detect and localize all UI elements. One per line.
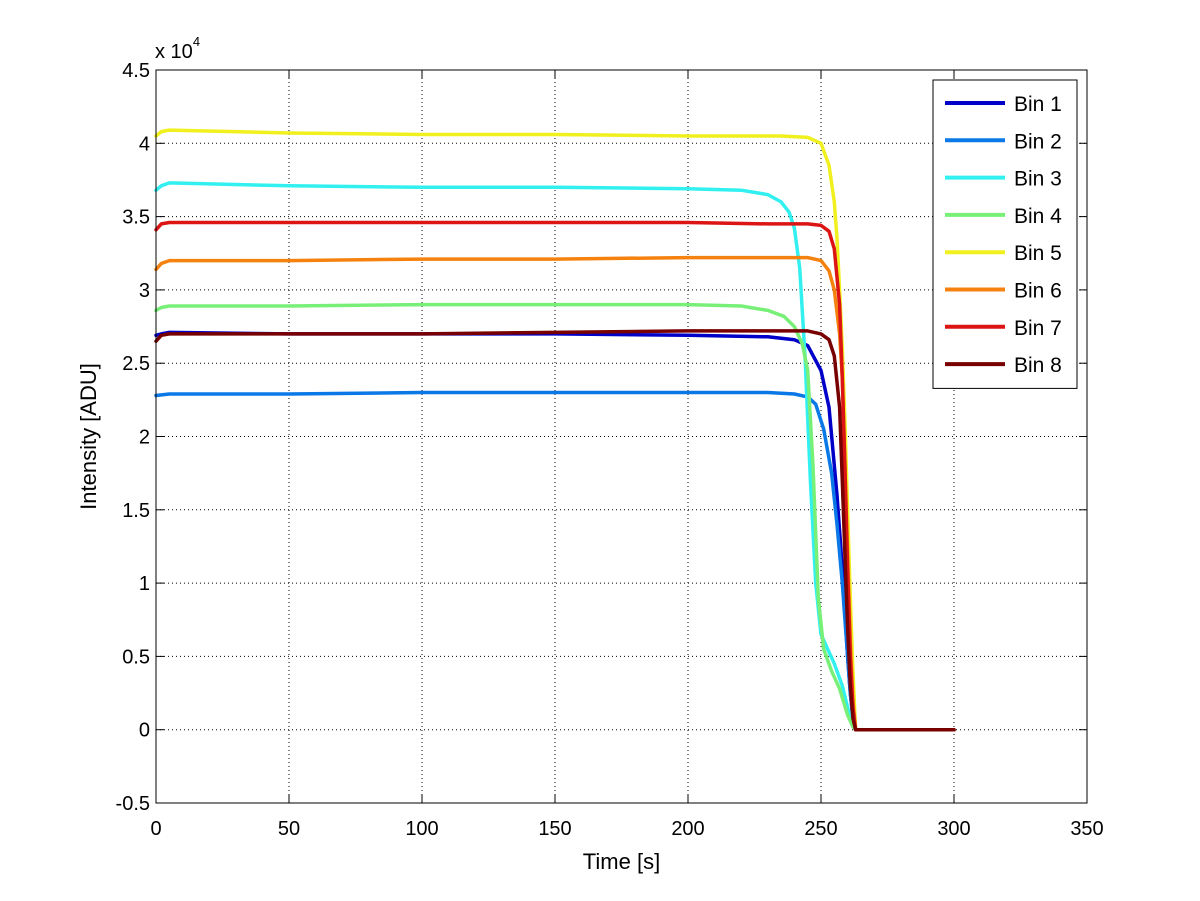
x-tick-label: 0 [150, 818, 161, 840]
series-line-3 [154, 181, 956, 732]
legend-label: Bin 3 [1014, 168, 1062, 191]
y-axis-multiplier: x 104 [155, 34, 200, 63]
series-line-8 [154, 329, 956, 732]
x-tick-label: 100 [405, 818, 438, 840]
series-lines [154, 128, 956, 732]
y-tick-label: 1 [139, 573, 150, 595]
x-tick-label: 150 [538, 818, 571, 840]
legend-label: Bin 2 [1014, 130, 1062, 153]
y-multiplier-base: x 10 [155, 41, 193, 63]
legend-label: Bin 6 [1014, 280, 1062, 303]
y-tick-label: 4.5 [122, 60, 150, 82]
legend-label: Bin 1 [1014, 93, 1062, 116]
y-tick-label: 4 [139, 133, 150, 155]
x-tick-label: 350 [1070, 818, 1103, 840]
series-line-5 [154, 128, 956, 732]
legend-box [932, 79, 1078, 389]
legend-label: Bin 7 [1014, 317, 1062, 340]
y-tick-label: 0 [139, 720, 150, 742]
x-axis-title: Time [s] [583, 849, 660, 874]
y-tick-label: -0.5 [116, 793, 150, 815]
y-tick-label: 3 [139, 280, 150, 302]
y-tick-label: 3.5 [122, 207, 150, 229]
legend-label: Bin 4 [1014, 205, 1062, 228]
y-tick-label: 2 [139, 427, 150, 449]
y-tick-label: 2.5 [122, 353, 150, 375]
y-axis-title: Intensity [ADU] [76, 363, 101, 510]
legend-label: Bin 5 [1014, 242, 1062, 265]
x-tick-label: 300 [937, 818, 970, 840]
x-tick-label: 200 [671, 818, 704, 840]
series-line-4 [154, 302, 956, 732]
y-tick-label: 0.5 [122, 646, 150, 668]
legend: Bin 1 Bin 2 Bin 3 Bin 4 Bin 5 Bin 6 Bin 7 Bin 8 [932, 79, 1078, 389]
x-tick-label: 50 [278, 818, 300, 840]
x-tick-label: 250 [804, 818, 837, 840]
y-multiplier-exponent: 4 [193, 34, 200, 49]
y-tick-label: 1.5 [122, 500, 150, 522]
legend-label: Bin 8 [1014, 354, 1062, 377]
axis-ticks: 0 50 100 150 200 250 300 350-0.500.511.522.533.… [116, 60, 1104, 840]
